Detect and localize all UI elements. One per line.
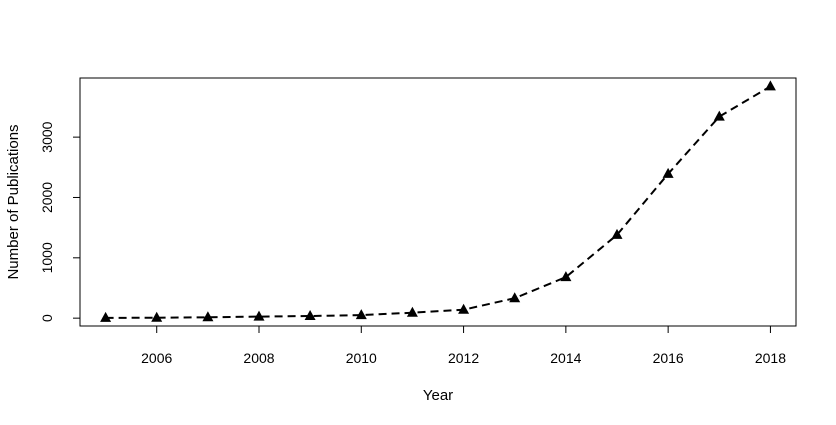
data-point-marker bbox=[611, 228, 623, 239]
x-tick-label: 2006 bbox=[141, 350, 172, 366]
data-point-marker bbox=[202, 311, 214, 322]
data-point-marker bbox=[764, 80, 776, 91]
series-layer bbox=[100, 80, 776, 322]
data-point-marker bbox=[151, 311, 163, 322]
x-axis-title: Year bbox=[423, 387, 453, 404]
x-tick-label: 2014 bbox=[550, 350, 581, 366]
series-line bbox=[105, 85, 771, 319]
data-point-marker bbox=[509, 292, 521, 303]
y-tick-label: 1000 bbox=[39, 242, 55, 273]
x-axis: 2006 2008 2010 2012 2014 2016 2018 bbox=[141, 325, 786, 366]
y-axis-title: Number of Publications bbox=[5, 124, 22, 279]
data-point-marker bbox=[662, 167, 674, 178]
x-tick-label: 2018 bbox=[755, 350, 786, 366]
y-tick-label: 2000 bbox=[39, 182, 55, 213]
plot-frame bbox=[79, 77, 797, 327]
data-point-marker bbox=[355, 309, 367, 320]
y-tick-label: 0 bbox=[39, 314, 55, 322]
data-point-marker bbox=[253, 310, 265, 321]
y-axis: 0 1000 2000 3000 bbox=[39, 121, 81, 322]
data-point-marker bbox=[458, 303, 470, 314]
y-tick-label: 3000 bbox=[39, 121, 55, 152]
data-point-marker bbox=[304, 310, 316, 320]
x-tick-label: 2016 bbox=[653, 350, 684, 366]
x-tick-label: 2010 bbox=[346, 350, 377, 366]
data-point-marker bbox=[100, 311, 112, 322]
data-point-marker bbox=[713, 110, 725, 121]
data-point-marker bbox=[560, 271, 572, 282]
x-tick-label: 2012 bbox=[448, 350, 479, 366]
data-point-marker bbox=[406, 306, 418, 317]
x-tick-label: 2008 bbox=[243, 350, 274, 366]
